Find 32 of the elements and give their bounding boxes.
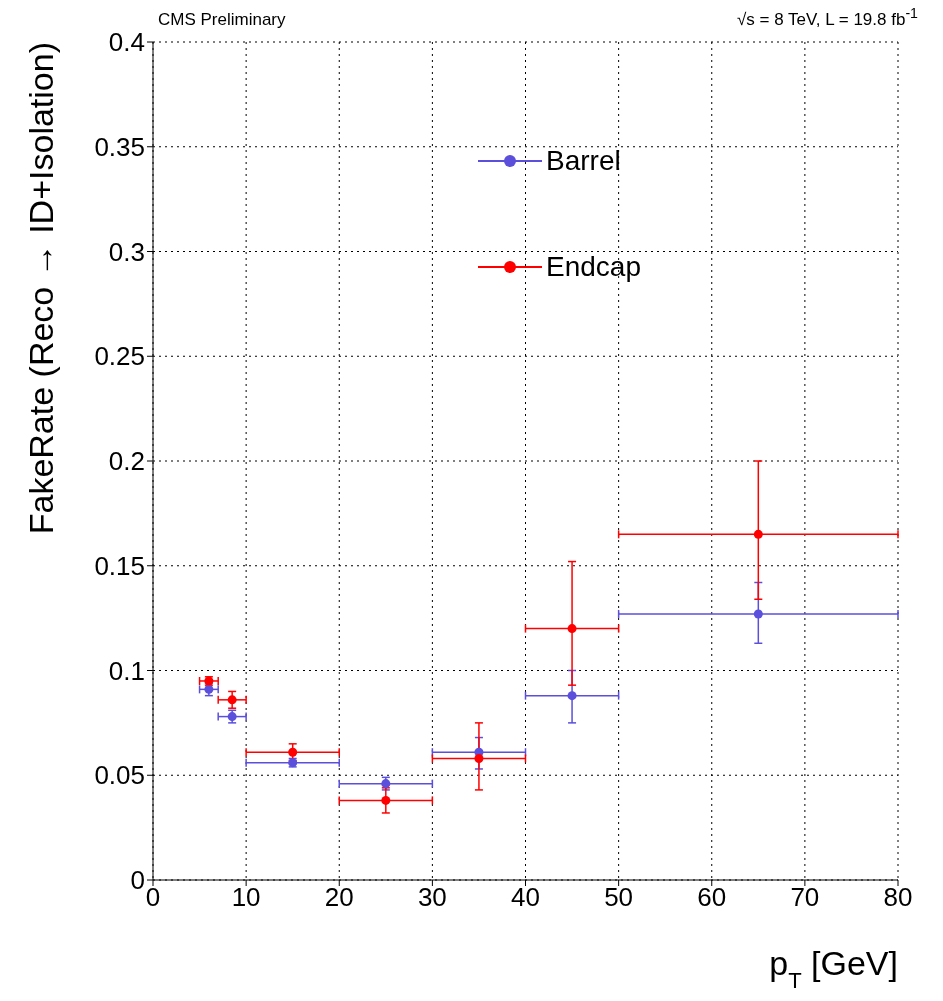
y-tick-label: 0.15 <box>94 550 145 581</box>
text: √s = 8 TeV, L = 19.8 fb$^{-1}$ <box>736 5 918 30</box>
legend-label: Barrel <box>546 145 621 177</box>
chart-title: CMS Preliminary <box>158 10 286 30</box>
point <box>753 529 763 539</box>
point <box>288 747 298 757</box>
y-tick-label: 0.05 <box>94 760 145 791</box>
point <box>227 695 237 705</box>
y-tick-label: 0.1 <box>108 655 145 686</box>
point <box>567 624 577 634</box>
point <box>204 684 214 694</box>
x-tick-label: 60 <box>697 882 727 913</box>
y-tick-label: 0.35 <box>94 131 145 162</box>
x-tick-label: 70 <box>790 882 820 913</box>
y-tick-label: 0.2 <box>108 446 145 477</box>
y-tick-label: 0.3 <box>108 236 145 267</box>
y-tick-label: 0.25 <box>94 341 145 372</box>
point <box>381 795 391 805</box>
x-axis-title: p$_{T}$ [GeV] <box>769 944 898 993</box>
legend-label: Endcap <box>546 251 641 283</box>
x-tick-label: 10 <box>231 882 261 913</box>
y-axis-title: FakeRate (Reco → ID+Isolation) <box>22 42 60 535</box>
x-tick-label: 50 <box>604 882 634 913</box>
point <box>753 609 763 619</box>
y-tick-label: 0.4 <box>108 27 145 58</box>
x-tick-label: 20 <box>324 882 354 913</box>
point <box>474 753 484 763</box>
x-tick-label: 80 <box>883 882 913 913</box>
point <box>227 712 237 722</box>
point <box>567 691 577 701</box>
x-tick-label: 40 <box>511 882 540 913</box>
x-tick-label: 30 <box>417 882 447 913</box>
